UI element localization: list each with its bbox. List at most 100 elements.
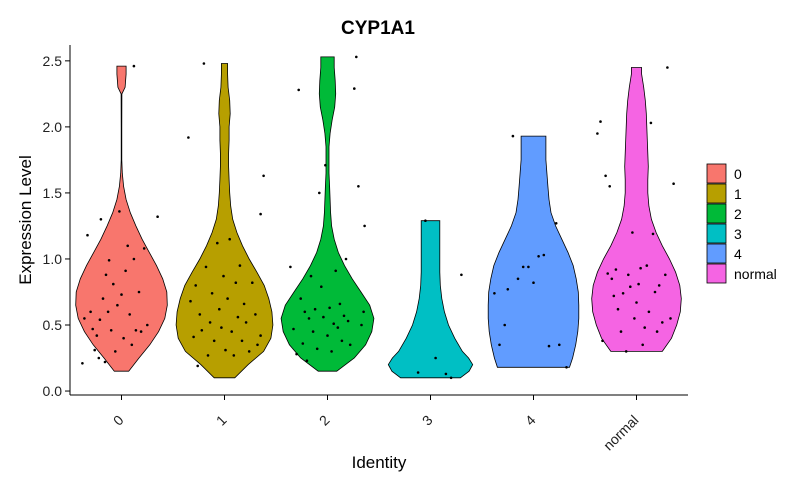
point-1-1 — [189, 299, 192, 303]
point-0-11 — [103, 360, 107, 364]
legend-key-0 — [706, 163, 727, 184]
point-0-15 — [109, 329, 113, 332]
x-tick-label-1: 1 — [213, 412, 230, 429]
point-1-25 — [240, 339, 244, 343]
point-4-0 — [493, 292, 496, 295]
point-2-21 — [334, 269, 338, 273]
violin-3 — [387, 220, 474, 379]
point-1-4 — [196, 364, 199, 368]
point-normal-29 — [661, 321, 664, 324]
point-0-2 — [86, 233, 89, 237]
point-2-9 — [309, 274, 313, 278]
legend: 0 1 2 3 4 normal — [706, 163, 777, 284]
point-4-3 — [506, 288, 510, 291]
point-0-7 — [97, 356, 101, 360]
point-2-32 — [360, 323, 363, 327]
point-0-33 — [132, 64, 136, 68]
point-normal-31 — [666, 66, 669, 69]
point-2-2 — [295, 352, 298, 356]
legend-label-1: 1 — [734, 186, 742, 202]
point-normal-28 — [657, 284, 661, 287]
violin-4 — [487, 135, 580, 368]
point-normal-33 — [672, 182, 675, 185]
point-4-6 — [521, 265, 525, 269]
point-0-28 — [137, 290, 141, 294]
point-3-3 — [444, 372, 448, 376]
point-1-8 — [204, 265, 208, 269]
point-0-4 — [91, 327, 94, 331]
point-2-6 — [303, 310, 307, 314]
y-axis-title: Expression Level — [16, 155, 35, 284]
point-4-10 — [542, 253, 546, 257]
violin-2 — [280, 56, 375, 372]
point-normal-18 — [637, 282, 640, 286]
point-normal-8 — [614, 268, 618, 271]
point-1-20 — [230, 330, 233, 333]
point-1-5 — [198, 313, 202, 316]
point-1-34 — [259, 334, 262, 337]
point-1-21 — [232, 354, 236, 357]
point-2-4 — [299, 297, 303, 300]
point-2-24 — [340, 339, 344, 343]
point-1-2 — [192, 335, 195, 339]
x-tick-label-3: 3 — [419, 412, 436, 429]
point-0-27 — [134, 329, 138, 332]
point-0-12 — [104, 273, 108, 277]
point-1-10 — [208, 321, 212, 324]
point-1-17 — [224, 348, 227, 352]
y-tick-label-0: 0.0 — [43, 383, 63, 399]
point-0-24 — [128, 313, 131, 316]
legend-key-3 — [706, 223, 727, 244]
point-2-34 — [362, 310, 365, 314]
point-normal-25 — [651, 232, 655, 236]
legend-key-4 — [706, 243, 727, 264]
point-2-12 — [315, 347, 319, 351]
point-1-11 — [210, 292, 214, 295]
y-tick-label-2: 1.0 — [43, 251, 63, 267]
point-2-0 — [289, 265, 292, 269]
legend-key-1 — [706, 183, 727, 204]
point-normal-9 — [616, 307, 620, 311]
point-2-33 — [363, 224, 366, 228]
chart-title: CYP1A1 — [341, 18, 415, 39]
point-1-18 — [226, 297, 229, 300]
point-1-29 — [251, 281, 254, 285]
point-0-23 — [126, 244, 129, 248]
point-1-23 — [236, 315, 240, 319]
point-2-26 — [344, 257, 348, 261]
point-1-13 — [216, 241, 219, 245]
point-1-0 — [187, 136, 190, 139]
point-normal-20 — [641, 343, 644, 347]
point-0-14 — [107, 259, 111, 262]
point-0-13 — [106, 310, 110, 314]
point-normal-27 — [655, 330, 659, 333]
point-1-14 — [218, 307, 221, 311]
point-2-25 — [342, 314, 346, 318]
point-2-18 — [328, 306, 331, 310]
x-tick-label-2: 2 — [316, 412, 333, 429]
point-4-4 — [511, 134, 515, 138]
point-1-19 — [228, 237, 231, 241]
point-normal-7 — [612, 294, 616, 298]
point-0-17 — [114, 350, 117, 353]
point-0-10 — [101, 297, 105, 300]
point-0-19 — [118, 210, 121, 213]
point-4-11 — [547, 344, 551, 348]
point-1-26 — [242, 302, 246, 306]
point-1-15 — [220, 326, 223, 329]
point-1-28 — [247, 350, 251, 353]
point-2-20 — [332, 322, 336, 326]
point-4-5 — [516, 277, 520, 281]
x-tick-label-0: 0 — [110, 412, 127, 429]
point-0-25 — [130, 343, 134, 347]
point-2-1 — [292, 327, 295, 331]
point-2-15 — [322, 315, 325, 319]
point-0-31 — [146, 323, 149, 327]
point-normal-23 — [647, 310, 651, 314]
point-2-5 — [301, 342, 305, 345]
point-3-5 — [460, 273, 463, 277]
point-normal-10 — [619, 330, 623, 333]
point-0-32 — [156, 215, 159, 218]
point-2-16 — [324, 163, 327, 167]
point-3-1 — [424, 219, 427, 222]
